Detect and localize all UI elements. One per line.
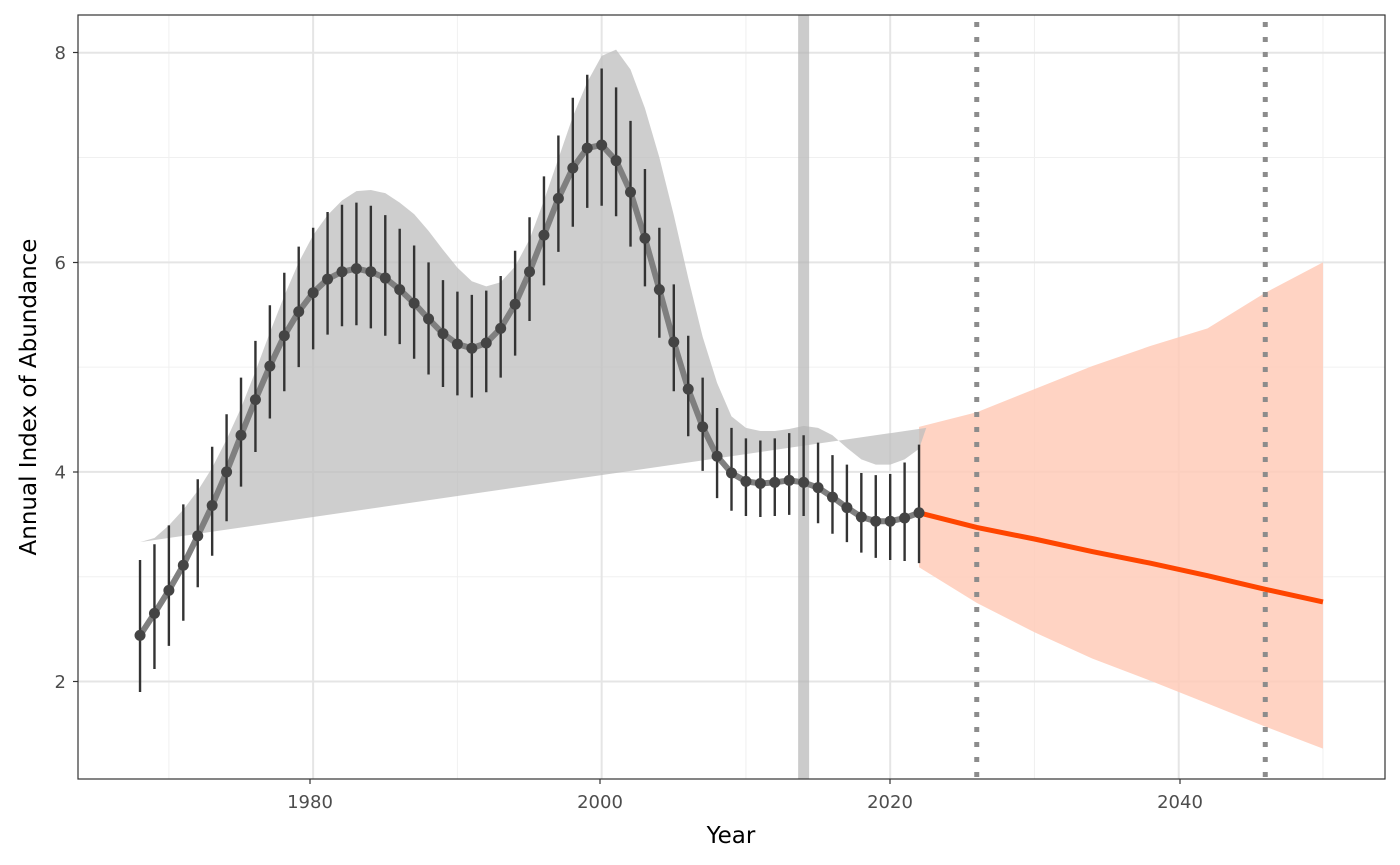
data-point-1993 bbox=[495, 322, 507, 334]
data-point-2019 bbox=[870, 515, 882, 527]
data-point-1969 bbox=[148, 607, 160, 619]
x-axis-title: Year bbox=[706, 823, 756, 849]
data-point-2005 bbox=[668, 336, 680, 348]
data-point-2020 bbox=[884, 515, 896, 527]
data-point-2008 bbox=[711, 450, 723, 462]
data-point-1986 bbox=[394, 284, 406, 296]
data-point-1983 bbox=[350, 263, 362, 275]
data-point-2016 bbox=[826, 491, 838, 503]
plot-marks bbox=[134, 15, 1324, 779]
data-point-1997 bbox=[552, 192, 564, 204]
data-point-1971 bbox=[177, 559, 189, 571]
data-point-2022 bbox=[913, 507, 925, 519]
data-point-2002 bbox=[625, 186, 637, 198]
x-tick-label-1980: 1980 bbox=[287, 792, 333, 813]
data-point-2009 bbox=[726, 467, 737, 479]
data-point-1968 bbox=[134, 629, 146, 641]
y-tick-label-6: 6 bbox=[55, 253, 66, 274]
data-point-2010 bbox=[740, 475, 752, 487]
y-tick-label-8: 8 bbox=[55, 43, 66, 64]
data-point-2012 bbox=[769, 476, 781, 488]
x-tick-label-2000: 2000 bbox=[577, 792, 623, 813]
data-point-2007 bbox=[697, 421, 709, 433]
x-axis: 1980 2000 2020 2040 Year bbox=[287, 779, 1203, 849]
data-point-1985 bbox=[379, 272, 391, 284]
data-point-1998 bbox=[567, 162, 579, 174]
data-point-2003 bbox=[639, 232, 651, 244]
data-point-2006 bbox=[682, 383, 694, 395]
history-ribbon bbox=[140, 49, 927, 543]
data-point-1995 bbox=[524, 266, 536, 278]
projection-line bbox=[918, 510, 1324, 605]
x-tick-label-2020: 2020 bbox=[867, 792, 913, 813]
data-point-1975 bbox=[235, 429, 247, 441]
y-tick-label-4: 4 bbox=[55, 463, 66, 484]
data-point-1989 bbox=[437, 328, 449, 340]
data-point-1988 bbox=[423, 313, 435, 325]
data-point-1979 bbox=[293, 306, 305, 318]
projection-ribbon bbox=[919, 262, 1323, 749]
data-point-1976 bbox=[249, 394, 261, 406]
data-point-1991 bbox=[466, 342, 478, 354]
data-point-2004 bbox=[653, 284, 665, 296]
data-point-1980 bbox=[307, 287, 319, 299]
data-point-1984 bbox=[365, 266, 377, 278]
data-point-1992 bbox=[480, 337, 492, 349]
plot-panel-border bbox=[77, 14, 1386, 780]
data-point-1982 bbox=[336, 266, 348, 278]
data-point-1973 bbox=[206, 499, 218, 511]
y-axis: 8 6 4 2 Annual Index of Abundance bbox=[16, 43, 78, 693]
data-point-2013 bbox=[783, 474, 795, 486]
data-point-1994 bbox=[509, 298, 521, 310]
data-point-1999 bbox=[581, 142, 593, 154]
data-point-2021 bbox=[899, 512, 911, 524]
data-point-1977 bbox=[264, 360, 276, 372]
y-axis-title: Annual Index of Abundance bbox=[16, 239, 42, 556]
data-point-1974 bbox=[221, 466, 233, 478]
data-point-2015 bbox=[812, 482, 824, 494]
data-point-1970 bbox=[163, 584, 175, 596]
data-point-1987 bbox=[408, 297, 420, 309]
data-point-1981 bbox=[322, 273, 334, 285]
data-point-2011 bbox=[754, 477, 766, 489]
x-tick-label-2040: 2040 bbox=[1157, 792, 1203, 813]
data-point-1990 bbox=[451, 338, 463, 350]
data-point-1972 bbox=[192, 530, 204, 542]
data-point-2018 bbox=[855, 511, 867, 523]
data-point-1996 bbox=[538, 229, 550, 241]
data-point-1978 bbox=[278, 330, 290, 342]
y-tick-label-2: 2 bbox=[55, 672, 66, 693]
data-point-2000 bbox=[596, 139, 608, 151]
data-point-2001 bbox=[610, 155, 622, 167]
data-point-2017 bbox=[841, 502, 853, 514]
data-point-2014 bbox=[798, 476, 810, 488]
